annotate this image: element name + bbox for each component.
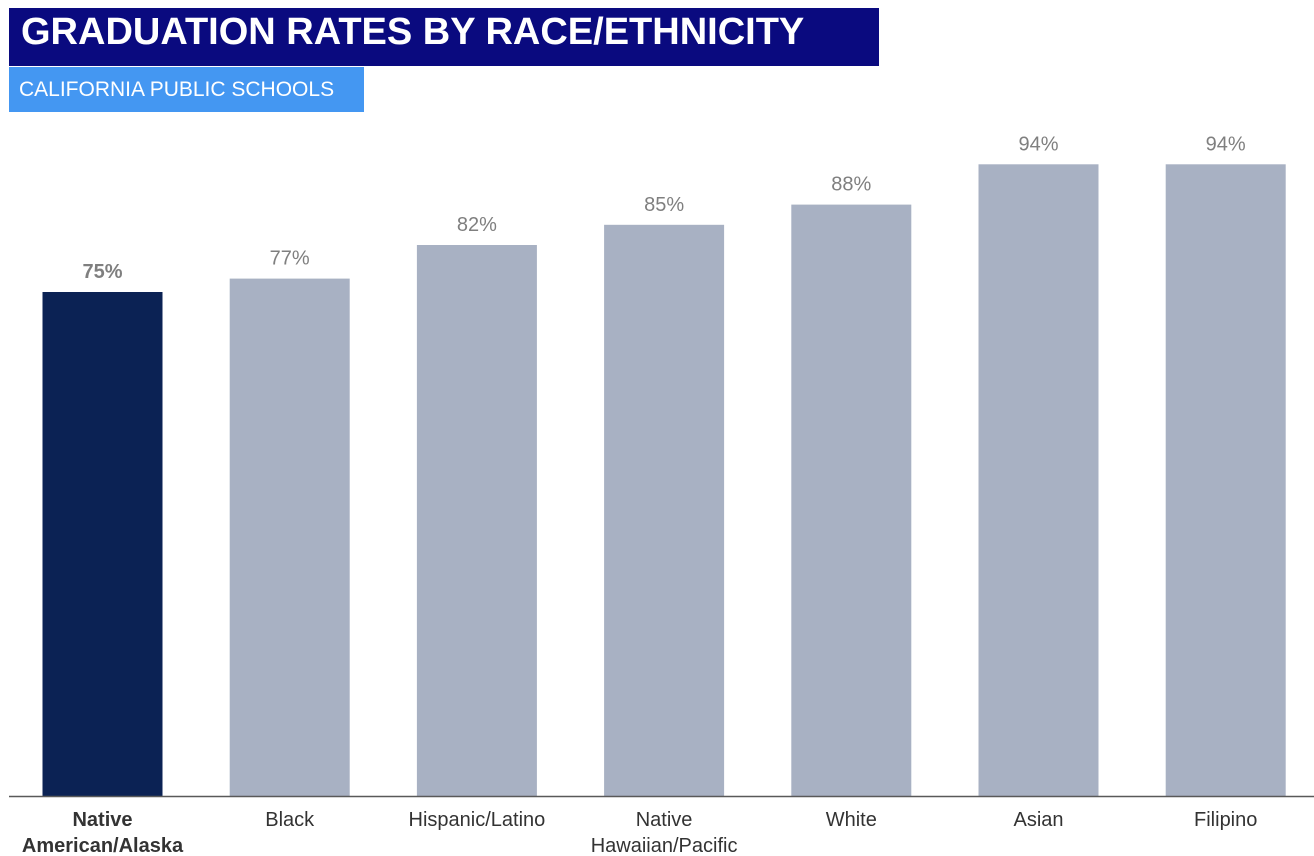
category-label: White: [826, 809, 877, 831]
bar-value-label: 94%: [1206, 133, 1246, 155]
bar-value-label: 85%: [644, 194, 684, 216]
bar-value-label: 94%: [1018, 133, 1058, 155]
chart-subtitle: CALIFORNIA PUBLIC SCHOOLS: [9, 67, 364, 112]
bar-value-label: 88%: [831, 174, 871, 196]
chart-title: GRADUATION RATES BY RACE/ETHNICITY: [9, 8, 879, 66]
bar-value-label: 82%: [457, 214, 497, 236]
category-label: Asian: [1013, 809, 1063, 831]
bar: [1165, 164, 1286, 797]
category-label: Native Hawaiian/Pacific: [591, 809, 738, 856]
bar: [416, 245, 537, 796]
category-label: Hispanic/Latino: [409, 809, 546, 831]
category-label: Black: [265, 809, 315, 831]
bar: [791, 204, 912, 797]
bar: [229, 278, 350, 797]
category-label: Native American/Alaska: [22, 809, 184, 856]
bar-value-label: 75%: [82, 261, 122, 283]
category-label: Filipino: [1194, 809, 1257, 831]
bar: [978, 164, 1099, 797]
bar: [604, 224, 725, 797]
bar: [42, 292, 163, 796]
bar-value-label: 77%: [270, 248, 310, 270]
